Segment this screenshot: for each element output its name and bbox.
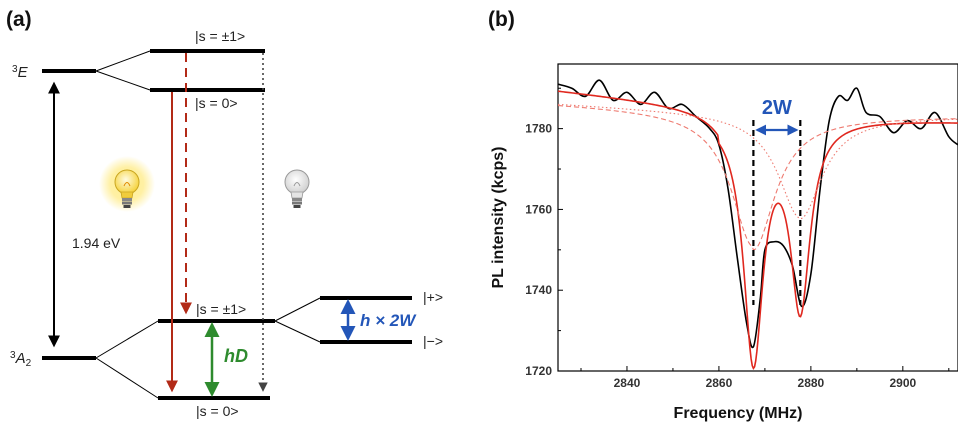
panel-a-label: (a) [6,8,32,31]
plot-area [558,79,958,371]
label-ground-pm1: |s = ±1> [196,301,246,317]
connector-minus [274,320,321,343]
y-axis-title: PL intensity (kcps) [490,147,507,289]
label-plus: |+> [423,289,443,305]
term-3A2: 3A2 [10,350,32,369]
y-tick-label: 1780 [525,122,552,136]
lit-bulb-icon [99,156,155,212]
label-minus: |−> [423,333,443,349]
zero-field-splitting-label: hD [224,346,248,366]
connector-3A2-pm1 [95,320,159,359]
term-3E: 3E [12,64,29,81]
label-excited-pm1: |s = ±1> [195,28,245,44]
strain-splitting-label: h × 2W [360,311,417,330]
pl-spectrum-chart: 2840 2860 2880 2900 1720 1740 1760 1780 Frequenc… [490,63,958,422]
panel-a: (a) |s = ±1> |s = 0> 3E |s = ±1> |s = 0>… [6,8,443,419]
x-axis-title: Frequency (MHz) [674,405,803,422]
energy-gap-label: 1.94 eV [72,235,121,251]
y-tick-label: 1760 [525,202,552,216]
series-component-dashed [558,105,958,251]
series-component-dotted [558,103,958,220]
connector-3A2-0 [95,357,159,399]
connector-3E-0 [95,70,151,91]
connector-3E-pm1 [95,50,151,72]
x-tick-label: 2840 [614,376,641,390]
x-tick-label: 2900 [889,376,916,390]
x-tick-label: 2880 [798,376,825,390]
unlit-bulb-icon [284,169,310,208]
x-tick-label: 2860 [706,376,733,390]
connector-plus [274,297,321,322]
y-tick-label: 1720 [525,364,552,378]
label-ground-0: |s = 0> [196,403,239,419]
panel-b-label: (b) [488,8,515,31]
series-data-line [558,79,958,349]
plot-frame [557,63,958,372]
series-fit [558,90,958,371]
linewidth-label: 2W [762,97,792,119]
y-tick-label: 1740 [525,283,552,297]
label-excited-0: |s = 0> [195,95,238,111]
panel-b: (b) 2840 2860 2880 2900 1720 1740 1760 1780 Freq… [488,8,958,422]
